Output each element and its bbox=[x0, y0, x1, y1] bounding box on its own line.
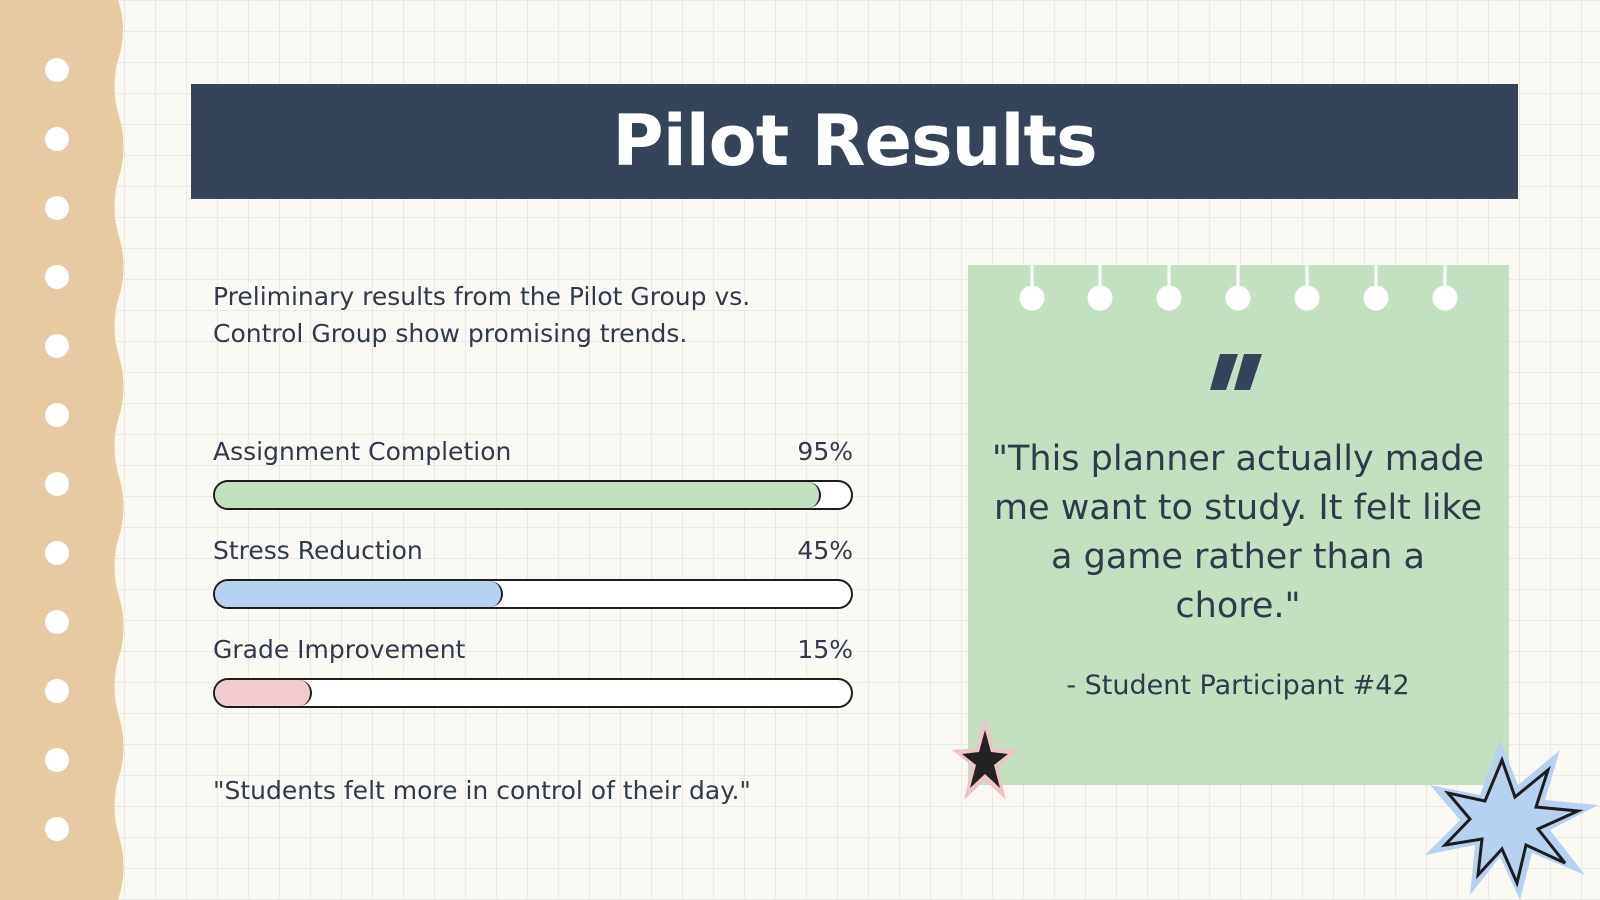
burst-sticker bbox=[1425, 740, 1598, 900]
progress-fill bbox=[215, 482, 822, 508]
progress-track bbox=[213, 678, 853, 708]
title-banner: Pilot Results bbox=[191, 84, 1518, 199]
metric-value-label: 15% bbox=[797, 635, 853, 664]
metric-label-row: Assignment Completion 95% bbox=[213, 437, 853, 466]
note-text: "Students felt more in control of their … bbox=[213, 776, 751, 805]
star-sticker bbox=[952, 715, 1018, 800]
intro-text: Preliminary results from the Pilot Group… bbox=[213, 282, 751, 348]
metric-value-label: 45% bbox=[797, 536, 853, 565]
metric-label-row: Stress Reduction 45% bbox=[213, 536, 853, 565]
metric-label-row: Grade Improvement 15% bbox=[213, 635, 853, 664]
testimonial-card bbox=[968, 265, 1509, 785]
metric-label: Assignment Completion bbox=[213, 437, 512, 466]
progress-track bbox=[213, 480, 853, 510]
metric-label: Grade Improvement bbox=[213, 635, 466, 664]
testimonial-author: - Student Participant #42 bbox=[1066, 670, 1410, 701]
progress-fill bbox=[215, 680, 313, 706]
metric-label: Stress Reduction bbox=[213, 536, 423, 565]
notebook-strip bbox=[0, 0, 124, 900]
progress-track bbox=[213, 579, 853, 609]
progress-fill bbox=[215, 581, 504, 607]
card-decor bbox=[1019, 262, 1458, 390]
metric-value-label: 95% bbox=[797, 437, 853, 466]
testimonial-quote: "This planner actually made me want to s… bbox=[991, 439, 1485, 626]
